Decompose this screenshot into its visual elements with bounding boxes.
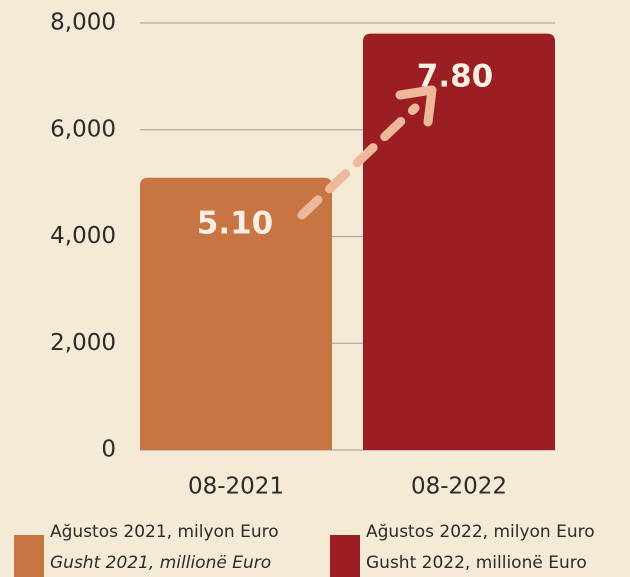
arrow-shaft bbox=[297, 103, 420, 220]
bar bbox=[363, 33, 555, 451]
y-tick-label: 6,000 bbox=[50, 116, 116, 142]
legend-label: Ağustos 2022, milyon Euro bbox=[366, 522, 595, 542]
x-tick-label: 08-2022 bbox=[411, 474, 507, 500]
data-label: 5.10 bbox=[197, 206, 274, 242]
y-tick-label: 8,000 bbox=[50, 10, 116, 36]
legend-label: Gusht 2022, millionë Euro bbox=[366, 553, 587, 573]
legend-label: Ağustos 2021, milyon Euro bbox=[50, 522, 279, 542]
y-tick-label: 2,000 bbox=[50, 330, 116, 356]
arrow-head bbox=[395, 85, 437, 127]
bar bbox=[140, 177, 332, 450]
legend-swatch bbox=[330, 535, 360, 577]
legend-label: Gusht 2021, millionë Euro bbox=[50, 553, 271, 573]
y-tick-label: 4,000 bbox=[50, 223, 116, 249]
legend-swatch bbox=[14, 535, 44, 577]
x-tick-label: 08-2021 bbox=[188, 474, 284, 500]
y-tick-label: 0 bbox=[101, 437, 116, 463]
